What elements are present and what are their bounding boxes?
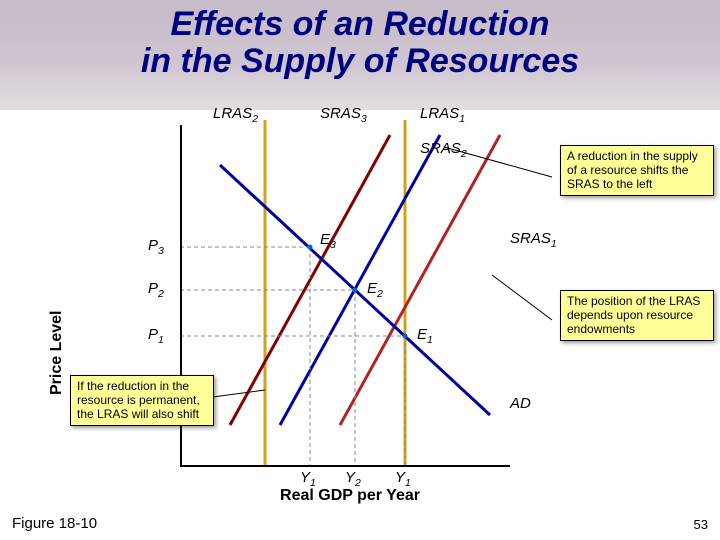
- label-p1: P1: [148, 326, 164, 346]
- title-line2: in the Supply of Resources: [141, 42, 579, 80]
- y-axis-label: Price Level: [48, 311, 66, 396]
- callout2-leader: [492, 275, 552, 320]
- sras2-line: [280, 135, 440, 425]
- label-lras1: LRAS1: [420, 105, 465, 125]
- callout-lras-position: The position of the LRAS depends upon re…: [560, 290, 714, 341]
- title-line1: Effects of an Reduction: [170, 5, 549, 43]
- label-p2: P2: [148, 280, 164, 300]
- label-sras3: SRAS3: [320, 105, 367, 125]
- x-axis-label: Real GDP per Year: [240, 487, 460, 505]
- point-e3: [308, 245, 313, 250]
- label-p3: P3: [148, 237, 164, 257]
- point-e1: [403, 334, 408, 339]
- label-sras2: SRAS2: [420, 140, 467, 160]
- chart-area: [180, 125, 510, 465]
- label-y1: Y1: [300, 469, 316, 489]
- label-e3: E3: [320, 231, 336, 251]
- label-e2: E2: [367, 280, 383, 300]
- label-lras2: LRAS2: [213, 105, 258, 125]
- sras1-line: [340, 135, 500, 425]
- callout-lras-shift: If the reduction in the resource is perm…: [70, 375, 214, 426]
- slide-number: 53: [694, 517, 708, 532]
- x-axis: [180, 465, 510, 467]
- label-ad: AD: [510, 395, 531, 412]
- label-sras1: SRAS1: [510, 230, 557, 250]
- label-y2: Y2: [345, 469, 361, 489]
- chart-svg: [180, 125, 510, 465]
- label-y1b: Y1: [395, 469, 411, 489]
- callout-sras-shift: A reduction in the supply of a resource …: [560, 145, 714, 196]
- label-e1: E1: [417, 326, 433, 346]
- figure-label: Figure 18-10: [12, 515, 97, 532]
- point-e2: [353, 288, 358, 293]
- page-title: Effects of an Reduction in the Supply of…: [0, 6, 720, 81]
